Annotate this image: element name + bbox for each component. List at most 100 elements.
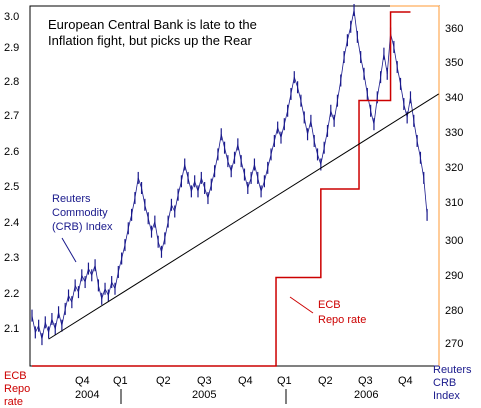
crb-segment-93 bbox=[337, 80, 342, 101]
crb-segment-61 bbox=[230, 157, 235, 172]
crb-segment-51 bbox=[197, 177, 202, 192]
crb-segment-88 bbox=[320, 147, 325, 165]
crb-segment-82 bbox=[300, 100, 305, 118]
right-tick-label: 300 bbox=[445, 235, 463, 247]
crb-segment-116 bbox=[413, 120, 418, 142]
crb-annotation-line-2: Commodity bbox=[52, 207, 108, 219]
crb-segment-101 bbox=[363, 73, 368, 95]
crb-segment-59 bbox=[224, 147, 229, 162]
crb-segment-115 bbox=[410, 97, 415, 121]
year-label: 2006 bbox=[354, 389, 378, 401]
crb-segment-42 bbox=[167, 204, 172, 222]
crb-index-series bbox=[31, 4, 428, 346]
crb-segment-54 bbox=[207, 184, 212, 199]
crb-segment-58 bbox=[220, 134, 225, 148]
left-tick-label: 2.3 bbox=[4, 252, 19, 264]
crb-segment-7 bbox=[51, 318, 56, 330]
crb-segment-29 bbox=[124, 228, 129, 246]
right-axis-ticks: 360 350 340 330 320 310 300 290 280 270 bbox=[445, 23, 463, 350]
crb-annotation: Reuters Commodity (CRB) Index bbox=[52, 193, 113, 263]
chart-title-line-1: European Central Bank is late to the bbox=[48, 17, 257, 32]
right-tick-label: 270 bbox=[445, 338, 463, 350]
crb-segment-39 bbox=[157, 241, 162, 252]
crb-segment-32 bbox=[134, 177, 139, 199]
crb-segment-35 bbox=[144, 204, 149, 219]
crb-segment-31 bbox=[131, 197, 136, 215]
left-tick-label: 2.1 bbox=[4, 323, 19, 335]
crb-segment-57 bbox=[217, 134, 222, 155]
crb-segment-19 bbox=[91, 265, 96, 276]
crb-segment-52 bbox=[200, 177, 206, 189]
left-axis-ticks: 3.0 2.9 2.8 2.7 2.6 2.5 2.4 2.3 2.2 2.1 bbox=[4, 11, 19, 335]
right-tick-label: 310 bbox=[445, 197, 463, 209]
crb-segment-90 bbox=[327, 110, 332, 131]
crb-segment-66 bbox=[247, 177, 252, 189]
right-tick-label: 350 bbox=[445, 57, 463, 69]
crb-segment-84 bbox=[307, 120, 312, 135]
crb-segment-67 bbox=[250, 164, 255, 179]
crb-segment-30 bbox=[127, 214, 132, 229]
crb-segment-70 bbox=[260, 181, 265, 192]
crb-segment-14 bbox=[74, 285, 79, 293]
crb-segment-49 bbox=[190, 181, 196, 192]
year-separator-ticks bbox=[120, 389, 287, 404]
repo-annotation-line-1: ECB bbox=[318, 299, 341, 311]
crb-segment-80 bbox=[293, 77, 298, 88]
right-corner-label: Reuters CRB Index bbox=[433, 364, 472, 402]
crb-segment-21 bbox=[98, 285, 103, 299]
year-label: 2004 bbox=[75, 389, 99, 401]
crb-segment-50 bbox=[194, 181, 199, 192]
crb-segment-38 bbox=[154, 221, 159, 242]
crb-segment-43 bbox=[171, 204, 176, 212]
quarter-label: Q4 bbox=[238, 375, 253, 387]
crb-segment-25 bbox=[111, 281, 116, 289]
crb-segment-8 bbox=[54, 312, 59, 330]
crb-segment-55 bbox=[210, 171, 215, 185]
crb-segment-1 bbox=[31, 315, 36, 333]
left-tick-label: 3.0 bbox=[4, 11, 19, 23]
crb-segment-2 bbox=[34, 325, 39, 333]
right-corner-line-1: Reuters bbox=[433, 364, 472, 376]
repo-annotation: ECB Repo rate bbox=[289, 296, 366, 326]
crb-segment-24 bbox=[107, 281, 113, 296]
crb-segment-48 bbox=[187, 177, 192, 192]
crb-segment-113 bbox=[403, 103, 408, 118]
crb-segment-74 bbox=[273, 127, 279, 142]
crb-segment-89 bbox=[323, 130, 328, 148]
quarter-label: Q4 bbox=[75, 375, 90, 387]
left-tick-label: 2.2 bbox=[4, 288, 19, 300]
crb-segment-104 bbox=[373, 97, 378, 125]
left-tick-label: 2.9 bbox=[4, 42, 19, 54]
crb-segment-77 bbox=[283, 110, 289, 125]
crb-segment-96 bbox=[347, 26, 352, 41]
quarter-label: Q1 bbox=[277, 375, 292, 387]
crb-segment-76 bbox=[280, 124, 285, 138]
right-tick-label: 360 bbox=[445, 23, 463, 35]
crb-segment-106 bbox=[380, 53, 385, 78]
crb-segment-28 bbox=[121, 244, 126, 259]
right-tick-label: 290 bbox=[445, 270, 463, 282]
crb-segment-119 bbox=[423, 177, 428, 215]
crb-segment-63 bbox=[237, 144, 242, 162]
left-tick-label: 2.4 bbox=[4, 217, 19, 229]
year-label: 2005 bbox=[192, 389, 216, 401]
ecb-repo-rate-series bbox=[32, 11, 411, 367]
crb-segment-9 bbox=[58, 312, 63, 326]
crb-segment-11 bbox=[64, 295, 69, 310]
left-corner-line-3: rate bbox=[4, 396, 23, 408]
quarter-label: Q1 bbox=[113, 375, 128, 387]
crb-segment-45 bbox=[177, 181, 182, 195]
crb-segment-4 bbox=[41, 322, 46, 340]
crb-segment-103 bbox=[370, 110, 375, 125]
crb-segment-112 bbox=[400, 83, 405, 105]
crb-segment-41 bbox=[164, 221, 169, 239]
quarter-label: Q4 bbox=[398, 375, 413, 387]
crb-segment-71 bbox=[264, 167, 269, 182]
crb-segment-27 bbox=[117, 258, 123, 273]
crb-segment-97 bbox=[350, 9, 355, 27]
crb-segment-86 bbox=[313, 140, 318, 155]
crb-segment-118 bbox=[420, 157, 425, 178]
crb-segment-60 bbox=[227, 161, 232, 172]
crb-segment-100 bbox=[360, 56, 365, 74]
x-axis-quarter-labels: Q4 Q1 Q2 Q3 Q4 Q1 Q2 Q3 Q4 bbox=[75, 375, 413, 387]
